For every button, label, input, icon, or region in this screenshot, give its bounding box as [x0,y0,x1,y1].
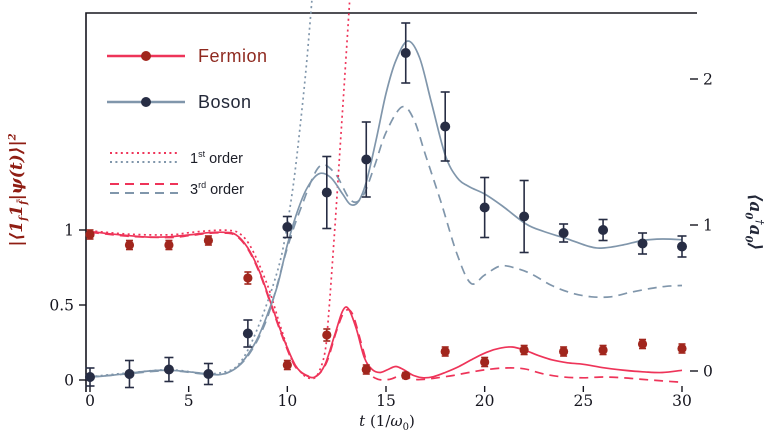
ylabel-left-sub-fbar: f̄ [18,200,30,205]
ylabel-right-sub0b: 0 [742,235,754,243]
first-order-word: order [205,150,243,167]
boson-marker [321,187,332,198]
fermion-marker [440,346,450,357]
y-right-tick-label: 1 [703,217,713,235]
xlabel-t: t [359,412,366,430]
legend-entry-first-order: 1st order [108,146,243,170]
third-order-number: 3 [190,181,199,198]
boson-marker [676,241,687,252]
fermion-marker [361,364,371,375]
fermion-marker [124,240,135,250]
xlabel-part: (1/ [365,412,391,430]
boson-data-points [85,22,687,389]
boson-marker [361,154,372,165]
ylabel-left-part: |ψ(t)⟩| [7,140,27,201]
fermion-data-points [85,229,687,381]
y-left-tick-label: 1 [64,222,74,240]
fermion-marker [282,360,292,370]
boson-marker [598,225,609,235]
fermion-marker [480,357,490,367]
legend-entry-boson: Boson [104,90,252,114]
ylabel-right-part: a [745,224,765,236]
x-tick-label: 15 [376,392,396,410]
boson-exact-curve [89,40,683,378]
third-order-legend-lines [110,183,178,194]
fermion-marker [243,273,253,283]
third-order-ordinal: rd [198,180,207,191]
third-order-word: order [206,181,244,198]
fermion-third-order-curve [89,231,683,384]
ylabel-left-part: 1 [7,204,27,217]
ylabel-left-sub-f: f [18,216,30,221]
legend-label-third-order: 3rd order [190,180,244,198]
fermion-marker [203,235,213,246]
fermion-marker [598,345,608,355]
boson-marker [479,202,490,213]
ylabel-left-part: |⟨1 [7,220,27,247]
x-tick-label: 10 [277,392,297,410]
y-right-tick-label: 0 [703,363,713,381]
fermion-marker [164,240,174,250]
legend-label-boson: Boson [198,91,252,112]
y-left-tick-label: 0.5 [49,297,74,315]
fermion-marker [677,343,687,354]
boson-marker [85,372,95,382]
y-right-tick-label: 2 [703,71,713,89]
boson-marker [558,228,569,238]
ylabel-left-exponent: 2 [7,133,19,141]
ylabel-right-sub0: 0 [742,212,754,220]
boson-marker [400,48,411,58]
y-axis-label-left: |⟨1f1f̄|ψ(t)⟩|2 [7,40,33,340]
plot-spines [85,12,697,392]
fermion-marker [558,346,569,357]
legend-label-fermion: Fermion [198,45,268,66]
x-tick-label: 0 [85,392,95,410]
legend-label-first-order: 1st order [190,149,243,167]
fermion-marker [322,330,332,340]
fermion-legend-line [107,51,185,61]
first-order-ordinal: st [198,149,206,160]
ylabel-right-part: ⟨a [745,193,765,213]
boson-marker [440,121,451,132]
y-left-tick-label: 0 [64,372,74,390]
xlabel-omega: ω [390,412,403,430]
first-order-number: 1 [190,150,199,167]
y-axis-label-right: ⟨a0†a0⟩ [739,142,765,302]
boson-marker [282,222,293,232]
x-tick-label: 25 [573,392,593,410]
first-order-legend-lines [110,152,178,163]
fermion-marker [401,370,411,381]
boson-marker [203,369,214,379]
fermion-marker-sample [141,51,151,61]
boson-marker [124,369,135,379]
x-tick-label: 5 [184,392,194,410]
x-tick-label: 30 [672,392,692,410]
boson-marker [163,364,174,375]
fermion-marker [85,229,95,240]
boson-legend-line [107,97,185,107]
boson-marker-sample [141,97,151,107]
xlabel-sub0: 0 [402,422,409,433]
boson-marker [519,211,530,222]
boson-marker [637,238,648,249]
x-tick-label: 20 [475,392,495,410]
x-axis-label: t (1/ω0) [287,412,487,433]
boson-marker [242,328,253,339]
fermion-first-order-curve [89,0,351,380]
fermion-marker [637,339,648,349]
ylabel-right-part: ⟩ [745,242,765,251]
legend-entry-third-order: 3rd order [108,177,244,201]
legend-entry-fermion: Fermion [104,44,268,68]
fermion-exact-curve [89,230,683,379]
xlabel-part: ) [409,412,415,430]
fermion-marker [519,345,529,355]
